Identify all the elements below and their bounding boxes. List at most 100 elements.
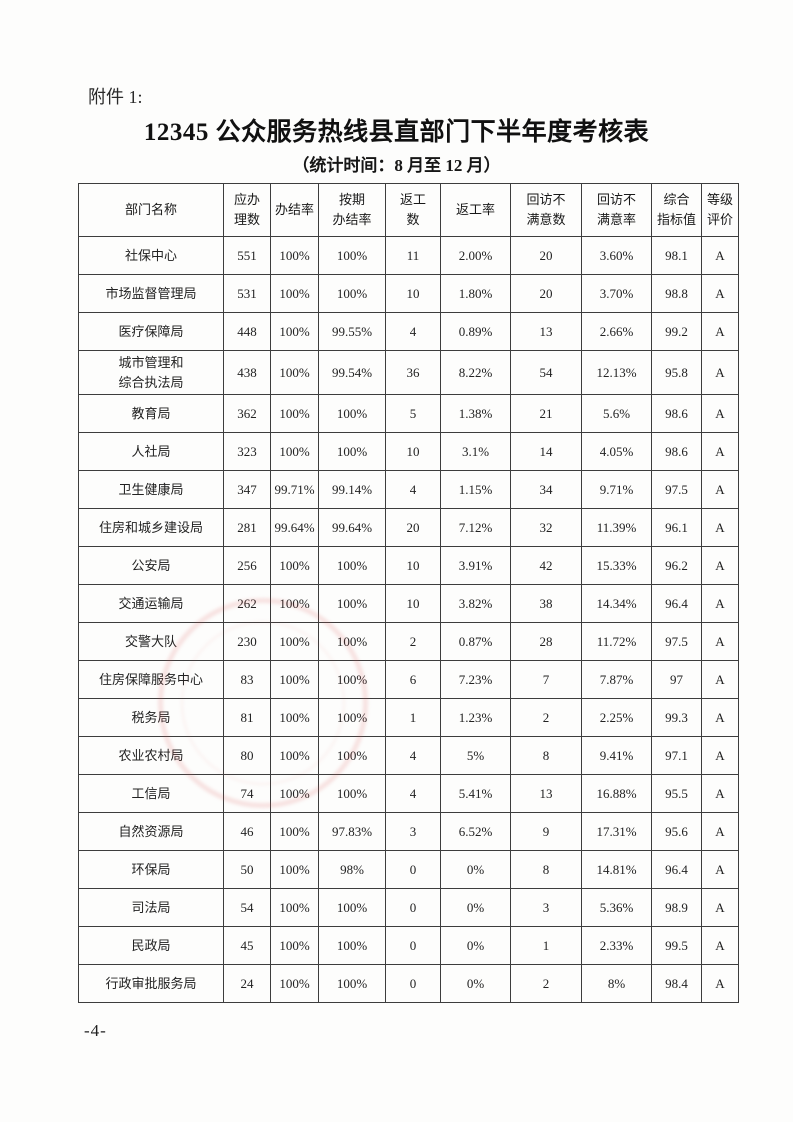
column-header: 回访不 满意数 (510, 183, 582, 237)
value-cell: 0% (440, 850, 511, 889)
department-name-cell: 农业农村局 (78, 736, 224, 775)
value-cell: 7.87% (581, 660, 652, 699)
value-cell: 20 (510, 274, 582, 313)
table-row: 工信局 74 100% 100% 4 5.41% 13 16.88% 95.5 A (78, 774, 739, 813)
value-cell: 80 (223, 736, 271, 775)
value-cell: 98.8 (651, 274, 702, 313)
value-cell: 1.23% (440, 698, 511, 737)
value-cell: 1 (385, 698, 441, 737)
column-header: 按期 办结率 (318, 183, 386, 237)
value-cell: 5.41% (440, 774, 511, 813)
value-cell: 100% (270, 736, 319, 775)
value-cell: 0% (440, 926, 511, 965)
department-name-cell: 民政局 (78, 926, 224, 965)
value-cell: 95.8 (651, 350, 702, 395)
value-cell: A (701, 312, 739, 351)
department-name-cell: 城市管理和 综合执法局 (78, 350, 224, 395)
value-cell: 97.5 (651, 622, 702, 661)
table-row: 交通运输局 262 100% 100% 10 3.82% 38 14.34% 96.4 A (78, 584, 739, 623)
value-cell: 6 (385, 660, 441, 699)
value-cell: 28 (510, 622, 582, 661)
value-cell: 20 (385, 508, 441, 547)
value-cell: 3.70% (581, 274, 652, 313)
value-cell: 256 (223, 546, 271, 585)
table-row: 税务局 81 100% 100% 1 1.23% 2 2.25% 99.3 A (78, 698, 739, 737)
value-cell: 99.5 (651, 926, 702, 965)
table-row: 交警大队 230 100% 100% 2 0.87% 28 11.72% 97.5 A (78, 622, 739, 661)
table-row: 卫生健康局 347 99.71% 99.14% 4 1.15% 34 9.71% 97.5 A (78, 470, 739, 509)
value-cell: 100% (318, 546, 386, 585)
value-cell: 0 (385, 850, 441, 889)
page-number: -4- (84, 1021, 107, 1040)
value-cell: A (701, 964, 739, 1003)
value-cell: 83 (223, 660, 271, 699)
value-cell: 97.83% (318, 812, 386, 851)
value-cell: 97.1 (651, 736, 702, 775)
value-cell: 347 (223, 470, 271, 509)
value-cell: 100% (270, 312, 319, 351)
value-cell: 0% (440, 964, 511, 1003)
value-cell: A (701, 350, 739, 395)
table-row: 城市管理和 综合执法局 438 100% 99.54% 36 8.22% 54 12.13% 9… (78, 350, 739, 395)
value-cell: 4 (385, 774, 441, 813)
value-cell: 97.5 (651, 470, 702, 509)
assessment-table-header: 部门名称 应办 理数 办结率 按期 办结率 返工 数返工率 回访不 满意数 回访不 满意率综… (78, 183, 739, 237)
value-cell: 5.36% (581, 888, 652, 927)
table-row: 农业农村局 80 100% 100% 4 5% 8 9.41% 97.1 A (78, 736, 739, 775)
value-cell: 100% (318, 660, 386, 699)
value-cell: 0% (440, 888, 511, 927)
value-cell: 21 (510, 394, 582, 433)
value-cell: 32 (510, 508, 582, 547)
department-name-cell: 人社局 (78, 432, 224, 471)
value-cell: 38 (510, 584, 582, 623)
value-cell: 438 (223, 350, 271, 395)
value-cell: 99.2 (651, 312, 702, 351)
value-cell: 100% (318, 774, 386, 813)
value-cell: 14.81% (581, 850, 652, 889)
value-cell: A (701, 584, 739, 623)
value-cell: 4.05% (581, 432, 652, 471)
value-cell: 0 (385, 926, 441, 965)
value-cell: 100% (318, 394, 386, 433)
value-cell: 74 (223, 774, 271, 813)
value-cell: 46 (223, 812, 271, 851)
value-cell: A (701, 546, 739, 585)
assessment-table-body: 社保中心 551 100% 100% 11 2.00% 20 3.60% 98.1 A 市场监督管理… (78, 236, 739, 1003)
value-cell: A (701, 888, 739, 927)
value-cell: 10 (385, 584, 441, 623)
page-subtitle: （统计时间：8 月至 12 月） (292, 156, 501, 175)
value-cell: 4 (385, 312, 441, 351)
value-cell: 8 (510, 736, 582, 775)
value-cell: 15.33% (581, 546, 652, 585)
value-cell: 11 (385, 236, 441, 275)
department-name-cell: 税务局 (78, 698, 224, 737)
value-cell: 96.2 (651, 546, 702, 585)
department-name-cell: 住房和城乡建设局 (78, 508, 224, 547)
value-cell: 100% (318, 236, 386, 275)
value-cell: 100% (270, 350, 319, 395)
column-header: 部门名称 (78, 183, 224, 237)
value-cell: 7.12% (440, 508, 511, 547)
table-row: 民政局 45 100% 100% 0 0% 1 2.33% 99.5 A (78, 926, 739, 965)
value-cell: 2 (510, 698, 582, 737)
value-cell: 3 (385, 812, 441, 851)
value-cell: 100% (270, 698, 319, 737)
value-cell: 100% (318, 736, 386, 775)
value-cell: 362 (223, 394, 271, 433)
value-cell: 100% (270, 926, 319, 965)
value-cell: 34 (510, 470, 582, 509)
value-cell: 99.71% (270, 470, 319, 509)
table-row: 住房和城乡建设局 281 99.64% 99.64% 20 7.12% 32 11.39% 96… (78, 508, 739, 547)
column-header: 综合 指标值 (651, 183, 702, 237)
value-cell: 100% (318, 888, 386, 927)
value-cell: 100% (270, 622, 319, 661)
table-row: 医疗保障局 448 100% 99.55% 4 0.89% 13 2.66% 99.2 A (78, 312, 739, 351)
department-name-cell: 教育局 (78, 394, 224, 433)
value-cell: 5.6% (581, 394, 652, 433)
value-cell: A (701, 470, 739, 509)
value-cell: 9 (510, 812, 582, 851)
value-cell: 0 (385, 964, 441, 1003)
value-cell: 1 (510, 926, 582, 965)
value-cell: 10 (385, 274, 441, 313)
value-cell: 81 (223, 698, 271, 737)
